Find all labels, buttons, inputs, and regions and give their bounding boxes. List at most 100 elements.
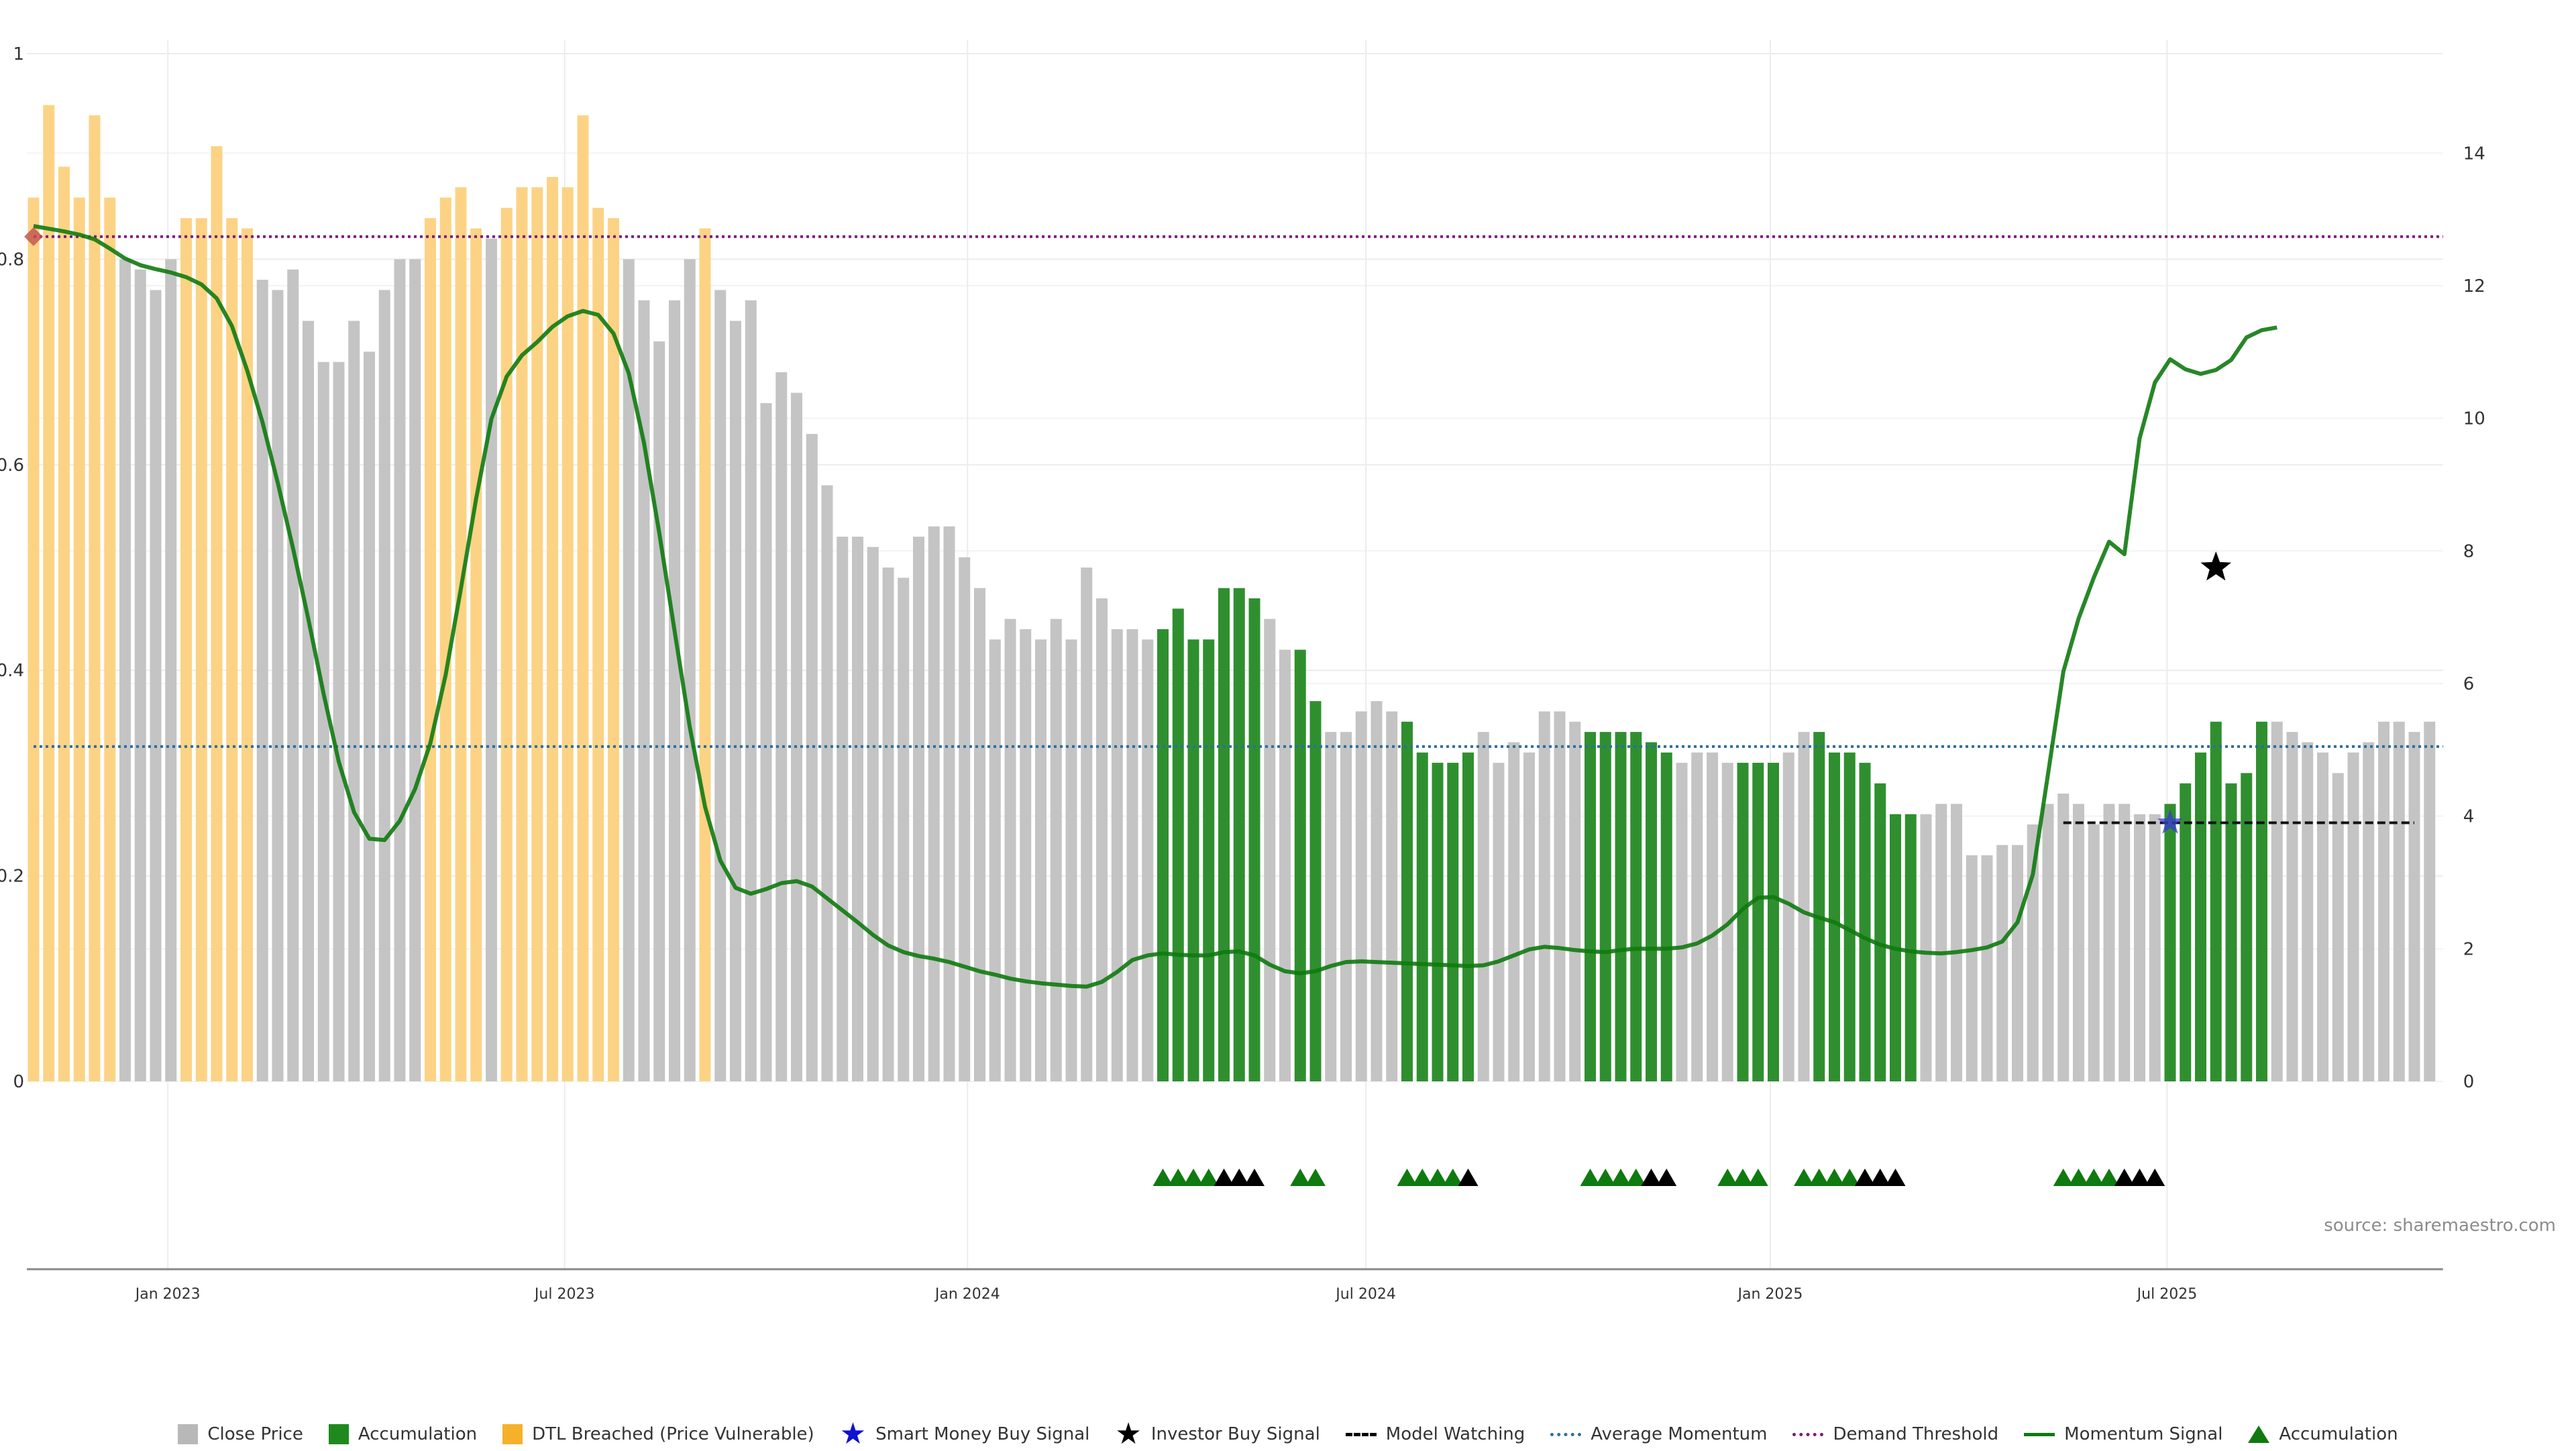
legend-swatch (502, 1424, 523, 1444)
price-bar (1004, 619, 1016, 1081)
price-bar (516, 187, 528, 1081)
price-bar (1187, 639, 1199, 1081)
price-bar (272, 290, 284, 1081)
price-bar (409, 259, 421, 1081)
accumulation-triangle (1809, 1169, 1829, 1186)
price-bar (1081, 568, 1093, 1081)
investor-buy-star (2200, 551, 2232, 581)
price-bar (837, 537, 849, 1081)
accumulation-triangle (1397, 1169, 1417, 1186)
legend-item: DTL Breached (Price Vulnerable) (502, 1424, 814, 1444)
left-tick-label: 0.4 (0, 661, 24, 681)
price-bar (73, 197, 85, 1082)
accumulation-triangle (1290, 1169, 1311, 1186)
legend-swatch: ★ (839, 1417, 867, 1451)
accumulation-triangle (1428, 1169, 1448, 1186)
price-bar (1050, 619, 1062, 1081)
price-bar (1920, 814, 1932, 1081)
price-bar (2225, 783, 2237, 1081)
price-bar (1325, 732, 1337, 1081)
legend-swatch (1550, 1432, 1582, 1436)
legend-label: Investor Buy Signal (1150, 1424, 1320, 1444)
price-bar (1111, 629, 1123, 1081)
price-bar (1401, 721, 1413, 1081)
price-bar (2164, 804, 2176, 1081)
accumulation-triangle (2114, 1169, 2135, 1186)
price-bar (760, 402, 772, 1081)
price-bar (1371, 701, 1383, 1081)
right-tick-label: 4 (2463, 807, 2475, 827)
legend-item: Model Watching (1345, 1424, 1525, 1444)
price-bar (1782, 752, 1794, 1081)
legend-label: Accumulation (358, 1424, 478, 1444)
price-bar (1477, 732, 1489, 1081)
price-bar (2210, 721, 2222, 1081)
price-bar (638, 300, 650, 1082)
price-bar (1523, 752, 1535, 1081)
price-bar (1874, 783, 1886, 1081)
price-bar (89, 115, 101, 1081)
price-bar (1599, 732, 1611, 1081)
x-tick-label: Jul 2025 (2136, 1286, 2198, 1303)
price-bar (1646, 742, 1657, 1081)
price-bar (959, 557, 971, 1081)
signal-markers (24, 227, 2232, 834)
price-bar (2149, 814, 2161, 1081)
price-bar (1233, 588, 1245, 1081)
legend-swatch (178, 1424, 199, 1444)
legend-label: Demand Threshold (1833, 1424, 1999, 1444)
price-bar (1386, 711, 1398, 1081)
price-bar (1996, 845, 2008, 1081)
price-bar (1493, 763, 1505, 1081)
price-bar (2042, 804, 2054, 1081)
right-tick-label: 6 (2463, 674, 2475, 694)
x-tick-label: Jan 2025 (1736, 1286, 1803, 1303)
accumulation-triangle (2053, 1169, 2074, 1186)
price-bar (821, 485, 833, 1081)
legend-item: Accumulation (328, 1424, 478, 1444)
price-bar (1020, 629, 1032, 1081)
price-bar (1737, 763, 1749, 1081)
legend-swatch: ★ (1115, 1417, 1142, 1451)
price-bar (1447, 763, 1459, 1081)
price-bar (226, 218, 238, 1081)
price-bar (58, 166, 70, 1081)
legend-item: Average Momentum (1550, 1424, 1767, 1444)
price-bar (1843, 752, 1856, 1081)
price-bar (2180, 783, 2192, 1081)
price-bar (1538, 711, 1550, 1081)
price-bar (2256, 721, 2267, 1081)
price-bar (1340, 732, 1352, 1081)
price-bar (1798, 732, 1810, 1081)
price-bar (150, 290, 162, 1081)
price-bar (134, 269, 146, 1082)
accumulation-triangle (2068, 1169, 2089, 1186)
accumulation-triangle (2145, 1169, 2165, 1186)
x-tick-label: Jan 2023 (134, 1286, 201, 1303)
price-bar (1935, 804, 1947, 1081)
x-tick-label: Jul 2023 (533, 1286, 595, 1303)
price-bar (608, 218, 619, 1081)
price-bar (1676, 763, 1688, 1081)
price-bar (898, 578, 910, 1081)
legend-item: ★ Smart Money Buy Signal (839, 1417, 1090, 1451)
legend-label: Accumulation (2279, 1424, 2398, 1444)
legend-swatch (2024, 1432, 2055, 1436)
price-bar (1432, 763, 1444, 1081)
price-bar (1752, 763, 1764, 1081)
accumulation-triangle (1748, 1169, 1768, 1186)
accumulation-triangle (1168, 1169, 1189, 1186)
price-bar (1569, 721, 1581, 1081)
price-bar (699, 228, 711, 1082)
accumulation-triangle (1183, 1169, 1203, 1186)
smart-money-buy-star (2157, 809, 2183, 834)
price-bar (653, 341, 665, 1082)
price-bar (28, 197, 40, 1082)
price-bar (2271, 721, 2283, 1081)
price-bar (211, 146, 223, 1081)
price-bar (928, 526, 940, 1081)
price-bar (730, 321, 741, 1081)
right-tick-label: 0 (2463, 1072, 2475, 1092)
right-tick-label: 8 (2463, 541, 2475, 561)
accumulation-triangle (1855, 1169, 1875, 1186)
